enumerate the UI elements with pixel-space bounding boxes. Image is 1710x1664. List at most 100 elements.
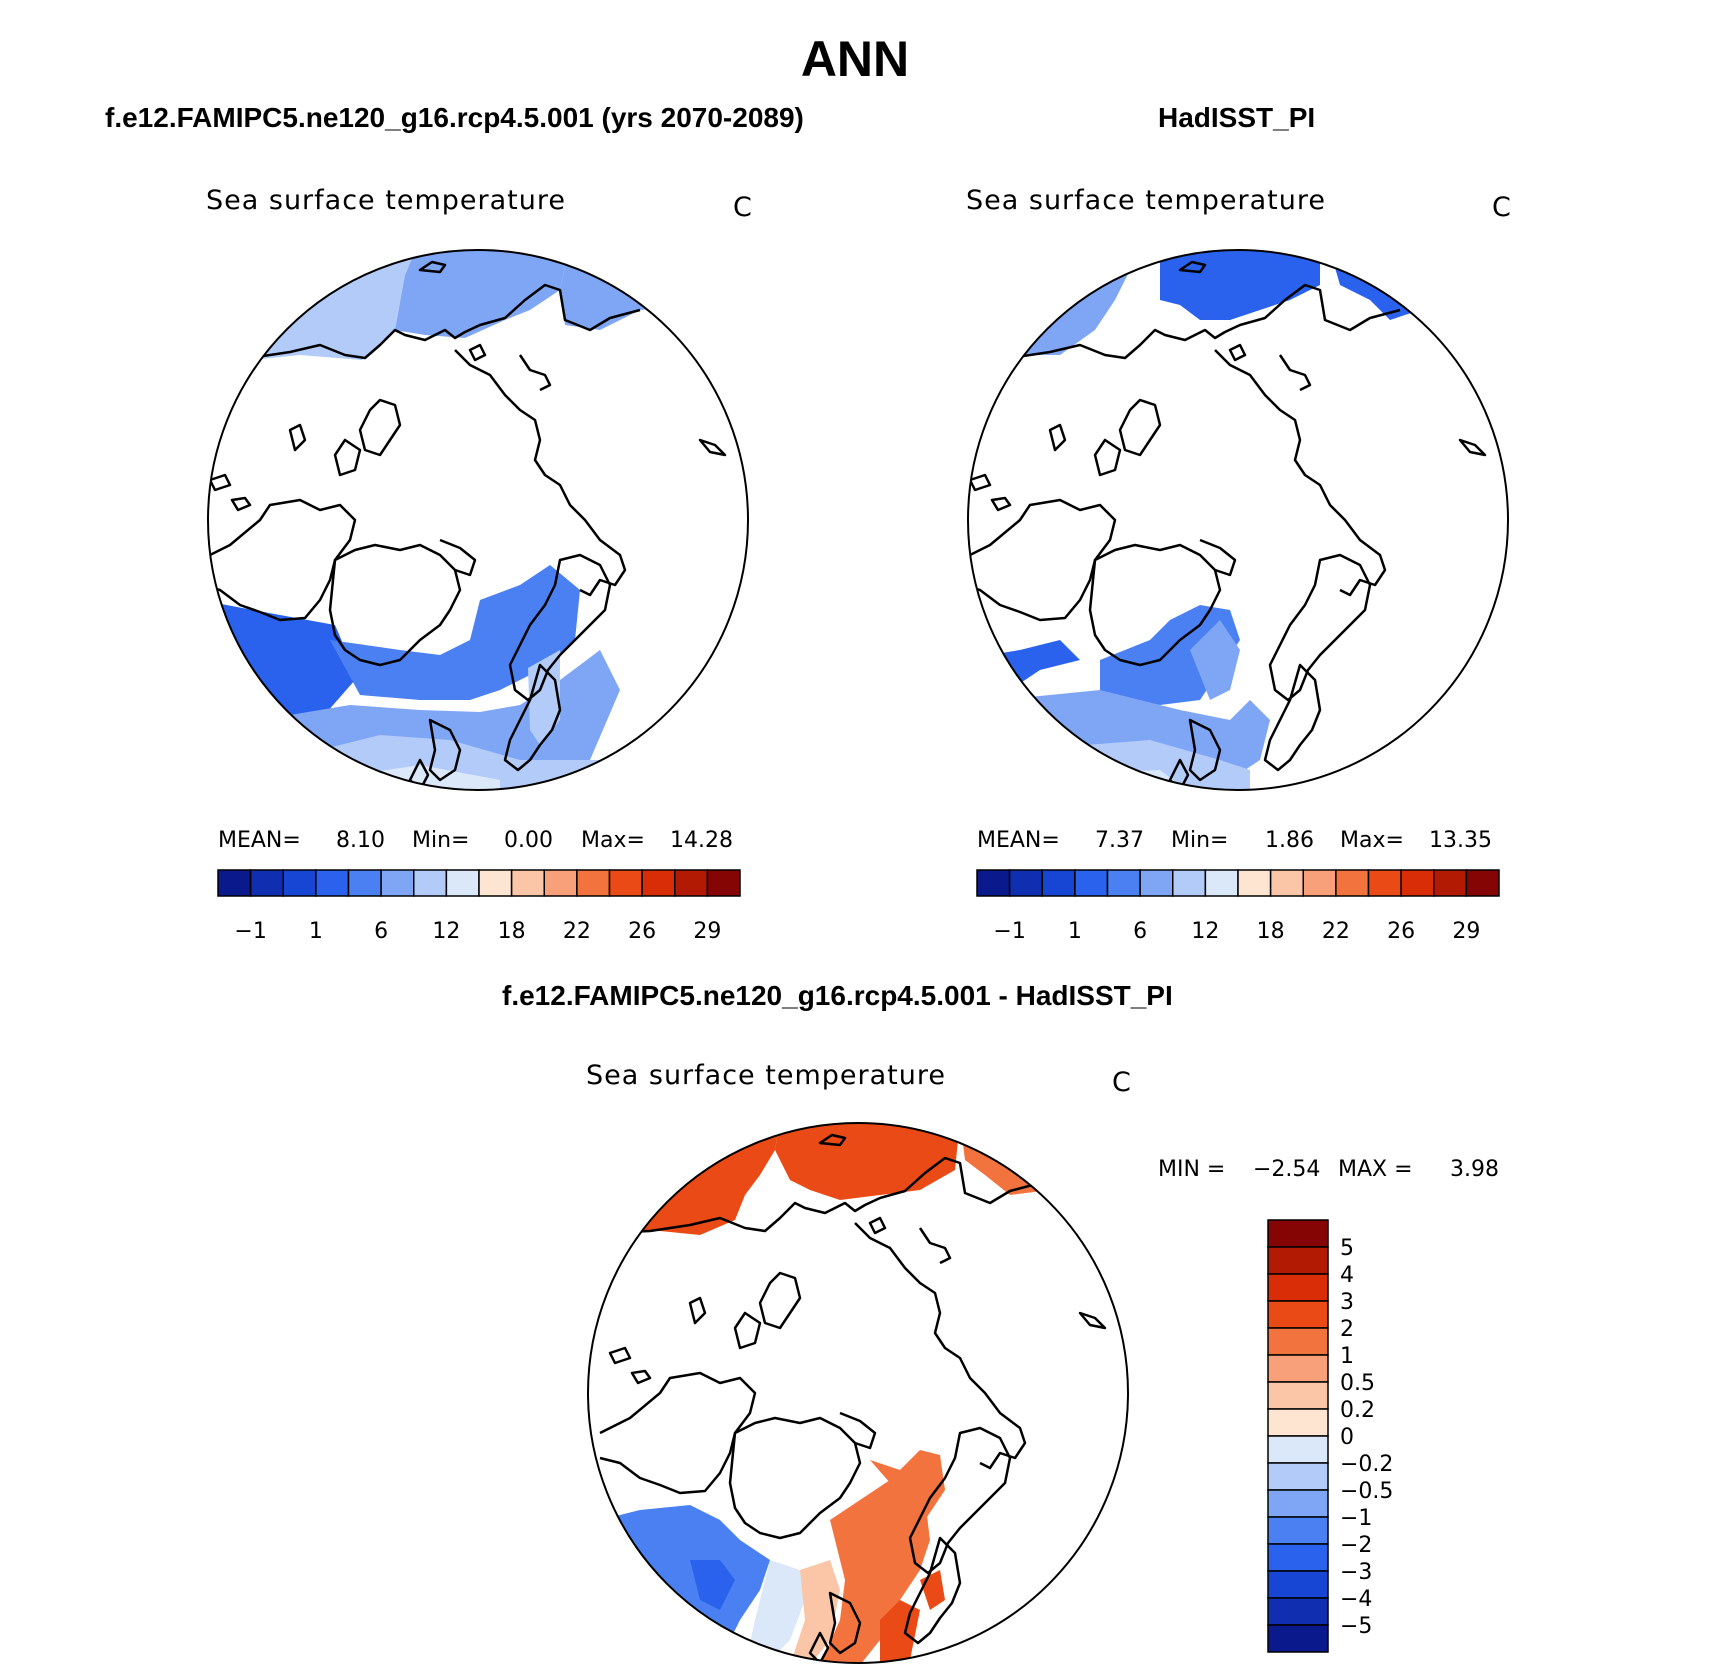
panel2-colorbar-box: [1367, 869, 1402, 897]
panel1-colorbar-tick-label: −1: [234, 919, 266, 944]
panel1-colorbar-box: [576, 869, 611, 897]
panel3-colorbar-box: [1267, 1246, 1329, 1275]
panel3-colorbar-tick-label: 0.5: [1340, 1371, 1375, 1396]
panel3-colorbar-tick-label: 3: [1340, 1290, 1354, 1315]
panel3-map: [599, 1123, 1107, 1663]
panel1-colorbar-box: [641, 869, 676, 897]
panel3-colorbar-tick-label: 1: [1340, 1344, 1354, 1369]
panel3-map-border: [587, 1122, 1129, 1664]
panel2-colorbar-box: [1172, 869, 1207, 897]
panel3-min-value: −2.54: [1253, 1157, 1321, 1182]
panel1-min-value: 0.00: [504, 828, 553, 853]
panel2-colorbar-tick-label: 1: [1068, 919, 1082, 944]
panel2-map-border: [967, 249, 1509, 791]
panel3-colorbar-box: [1267, 1489, 1329, 1518]
panel3-colorbar-tick-label: −0.2: [1340, 1452, 1393, 1477]
panel2-title: HadISST_PI: [1158, 102, 1316, 133]
panel1-colorbar-tick-label: 29: [693, 919, 721, 944]
panel1-max-label: Max=: [581, 828, 645, 853]
panel1-colorbar-box: [478, 869, 513, 897]
main-title: ANN: [800, 31, 910, 87]
panel2-colorbar-tick-label: −1: [993, 919, 1025, 944]
panel1-mean-value: 8.10: [336, 828, 385, 853]
panel3-colorbar-box: [1267, 1408, 1329, 1437]
panel1-colorbar-tick-label: 6: [374, 919, 388, 944]
panel2-min-value: 1.86: [1265, 828, 1314, 853]
panel3-colorbar-tick-label: −3: [1340, 1560, 1372, 1585]
panel3-colorbar-tick-label: −0.5: [1340, 1479, 1393, 1504]
panel3-colorbar-box: [1267, 1597, 1329, 1626]
panel3-colorbar-box: [1267, 1462, 1329, 1491]
panel3-coastlines: [599, 1133, 1107, 1663]
panel2-colorbar-box: [1074, 869, 1109, 897]
panel1-map: [208, 250, 748, 790]
panel2-colorbar-box: [1139, 869, 1174, 897]
panel2-colorbar-box: [1433, 869, 1468, 897]
panel1-colorbar-tick-label: 12: [432, 919, 460, 944]
panel1-colorbar-box: [706, 869, 741, 897]
panel3-colorbar-tick-label: 2: [1340, 1317, 1354, 1342]
panel1-map-border: [207, 249, 749, 791]
panel3-max-value: 3.98: [1450, 1157, 1499, 1182]
panel3-colorbar-box: [1267, 1219, 1329, 1248]
panel1-colorbar-box: [674, 869, 709, 897]
panel1-max-value: 14.28: [670, 828, 733, 853]
panel1-colorbar-box: [282, 869, 317, 897]
panel2-colorbar-tick-label: 12: [1191, 919, 1219, 944]
panel1-colorbar-tick-label: 26: [628, 919, 656, 944]
panel2-variable: Sea surface temperature: [966, 185, 1326, 216]
panel2-max-value: 13.35: [1429, 828, 1492, 853]
panel2-ocean-fills: [968, 250, 1420, 790]
panel2-colorbar-box: [1106, 869, 1141, 897]
panel2-colorbar-tick-label: 6: [1133, 919, 1147, 944]
panel2-max-label: Max=: [1340, 828, 1404, 853]
panel2-colorbar-box: [1041, 869, 1076, 897]
panel2-colorbar-box: [1302, 869, 1337, 897]
panel1-colorbar-tick-label: 18: [498, 919, 526, 944]
panel1-colorbar-box: [249, 869, 284, 897]
panel1-colorbar: −1 1 6 12 18 22 26 29: [217, 869, 741, 944]
panel2-colorbar-tick-label: 29: [1452, 919, 1480, 944]
panel3-variable: Sea surface temperature: [586, 1060, 946, 1091]
panel1-colorbar-box: [510, 869, 545, 897]
panel3-units: C: [1112, 1067, 1132, 1098]
panel3-colorbar-tick-label: −1: [1340, 1506, 1372, 1531]
panel2-mean-label: MEAN=: [977, 828, 1060, 853]
panel2-coastlines: [968, 260, 1487, 790]
panel1-units: C: [733, 192, 753, 223]
panel1-colorbar-box: [608, 869, 643, 897]
panel1-colorbar-box: [543, 869, 578, 897]
panel2-colorbar: −1 1 6 12 18 22 26 29: [976, 869, 1500, 944]
panel3-colorbar-tick-label: 4: [1340, 1263, 1354, 1288]
panel1-colorbar-tick-label: 22: [563, 919, 591, 944]
panel3-colorbar-tick-label: 5: [1340, 1236, 1354, 1261]
panel2-colorbar-tick-label: 18: [1257, 919, 1285, 944]
panel2-colorbar-box: [1400, 869, 1435, 897]
panel1-min-label: Min=: [412, 828, 470, 853]
panel1-title: f.e12.FAMIPC5.ne120_g16.rcp4.5.001 (yrs …: [105, 102, 804, 133]
panel3-colorbar-tick-label: −5: [1340, 1614, 1372, 1639]
panel3-colorbar-box: [1267, 1273, 1329, 1302]
panel2-colorbar-box: [1465, 869, 1500, 897]
panel2-map: [968, 250, 1487, 790]
panel3-colorbar-tick-label: 0: [1340, 1425, 1354, 1450]
panel2-min-label: Min=: [1171, 828, 1229, 853]
panel3-colorbar-box: [1267, 1543, 1329, 1572]
panel3-title: f.e12.FAMIPC5.ne120_g16.rcp4.5.001 - Had…: [502, 980, 1173, 1011]
panel2-colorbar-box: [1204, 869, 1239, 897]
panel2-colorbar-box: [1008, 869, 1043, 897]
panel3-colorbar-box: [1267, 1516, 1329, 1545]
panel1-colorbar-box: [217, 869, 252, 897]
panel1-colorbar-box: [315, 869, 350, 897]
panel3-colorbar-box: [1267, 1624, 1329, 1653]
panel3-colorbar-box: [1267, 1570, 1329, 1599]
panel2-colorbar-box: [1237, 869, 1272, 897]
panel3-colorbar-box: [1267, 1354, 1329, 1383]
panel3-colorbar-box: [1267, 1381, 1329, 1410]
panel1-colorbar-box: [380, 869, 415, 897]
panel2-colorbar-tick-label: 26: [1387, 919, 1415, 944]
panel3-min-label: MIN =: [1158, 1157, 1226, 1182]
panel3-colorbar-tick-label: −4: [1340, 1587, 1372, 1612]
panel2-colorbar-tick-label: 22: [1322, 919, 1350, 944]
